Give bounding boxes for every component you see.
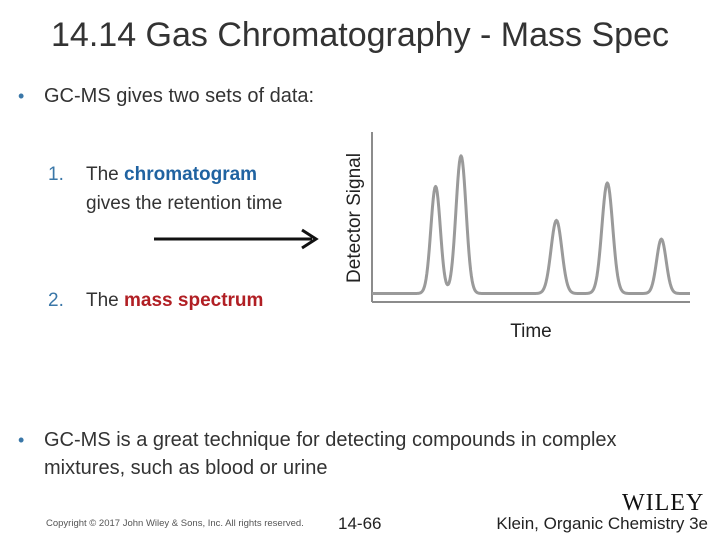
list-number: 1. xyxy=(48,164,64,185)
copyright-text: Copyright © 2017 John Wiley & Sons, Inc.… xyxy=(46,518,304,529)
bullet-gcms-data: • GC-MS gives two sets of data: xyxy=(18,82,314,110)
y-axis-label: Detector Signal xyxy=(344,153,365,283)
list-number: 2. xyxy=(48,290,64,311)
bullet-gcms-technique: • GC-MS is a great technique for detecti… xyxy=(18,426,698,482)
x-axis-label: Time xyxy=(510,321,552,342)
list-item-mass-spectrum: 2. The mass spectrum xyxy=(48,286,308,315)
list-item-chromatogram: 1. The chromatogram gives the retention … xyxy=(48,160,288,218)
text-post: gives the retention time xyxy=(86,193,283,214)
bullet-text: GC-MS is a great technique for detecting… xyxy=(44,429,617,479)
slide-title: 14.14 Gas Chromatography - Mass Spec xyxy=(51,16,669,54)
keyword-mass-spectrum: mass spectrum xyxy=(124,290,264,311)
signal-series-line xyxy=(371,154,691,295)
text-pre: The xyxy=(86,164,125,185)
list-text: The chromatogram gives the retention tim… xyxy=(48,160,288,218)
page-number: 14-66 xyxy=(338,514,382,533)
book-reference: Klein, Organic Chemistry 3e xyxy=(496,514,708,533)
chromatogram-chart: Detector Signal Time xyxy=(344,132,691,342)
bullet-marker: • xyxy=(18,430,25,450)
bullet-marker: • xyxy=(18,86,25,106)
arrow-icon xyxy=(154,228,319,250)
list-text: The mass spectrum xyxy=(48,286,308,315)
keyword-chromatogram: chromatogram xyxy=(124,164,258,185)
wiley-logo: WILEY xyxy=(622,490,705,516)
text-pre: The xyxy=(86,290,125,311)
bullet-text: GC-MS gives two sets of data: xyxy=(44,85,315,107)
